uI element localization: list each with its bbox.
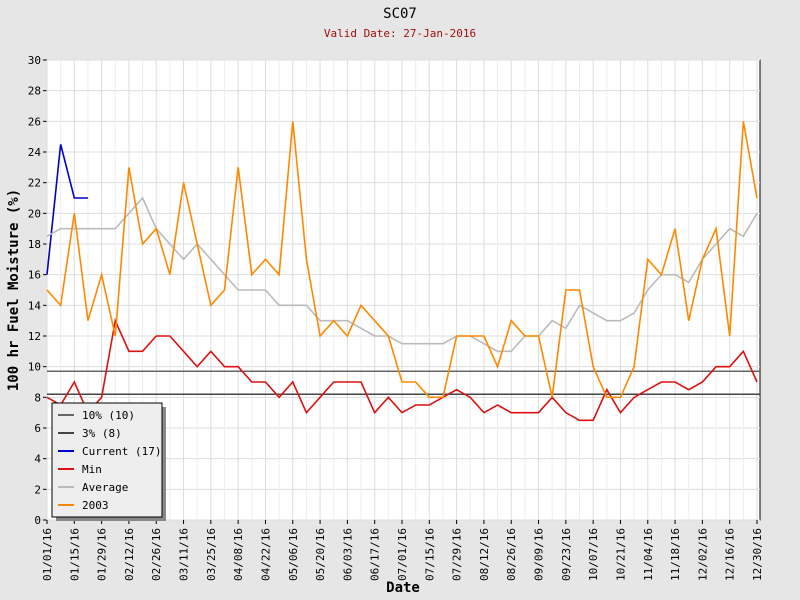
chart-subtitle: Valid Date: 27-Jan-2016: [324, 27, 476, 40]
y-tick-label: 24: [28, 146, 42, 159]
y-tick-label: 10: [28, 361, 41, 374]
series-line: [46, 317, 758, 422]
legend-label: Min: [82, 463, 102, 476]
legend-label: 3% (8): [82, 427, 122, 440]
x-tick-label: 10/07/16: [587, 528, 600, 581]
y-tick-label: 2: [34, 483, 41, 496]
x-tick-label: 01/29/16: [96, 528, 109, 581]
series-line: [46, 196, 758, 353]
legend-label: 2003: [82, 499, 109, 512]
x-tick-label: 10/21/16: [614, 528, 627, 581]
x-tick-label: 04/08/16: [232, 528, 245, 581]
y-tick-label: 26: [28, 115, 41, 128]
x-tick-label: 09/23/16: [560, 528, 573, 581]
x-tick-label: 05/06/16: [287, 528, 300, 581]
x-tick-label: 07/29/16: [451, 528, 464, 581]
x-tick-label: 01/01/16: [41, 528, 54, 581]
y-tick-label: 18: [28, 238, 41, 251]
x-tick-label: 12/16/16: [724, 528, 737, 581]
y-tick-label: 8: [34, 391, 41, 404]
x-axis-label: Date: [386, 580, 420, 596]
x-tick-label: 07/15/16: [423, 528, 436, 581]
y-tick-label: 20: [28, 207, 41, 220]
y-tick-label: 16: [28, 269, 41, 282]
x-tick-label: 08/12/16: [478, 528, 491, 581]
x-tick-label: 08/26/16: [505, 528, 518, 581]
x-tick-label: 05/20/16: [314, 528, 327, 581]
x-tick-label: 04/22/16: [259, 528, 272, 581]
x-tick-label: 07/01/16: [396, 528, 409, 581]
x-tick-label: 02/12/16: [123, 528, 136, 581]
y-axis-label: 100 hr Fuel Moisture (%): [6, 189, 22, 391]
x-tick-label: 12/02/16: [696, 528, 709, 581]
legend-label: 10% (10): [82, 409, 135, 422]
x-tick-label: 01/15/16: [68, 528, 81, 581]
x-tick-label: 06/17/16: [369, 528, 382, 581]
x-tick-label: 11/18/16: [669, 528, 682, 581]
legend: [51, 402, 163, 518]
y-tick-label: 0: [34, 514, 41, 527]
y-tick-label: 14: [28, 299, 42, 312]
y-tick-label: 28: [28, 85, 41, 98]
x-tick-label: 06/03/16: [341, 528, 354, 581]
chart-title: SC07: [383, 6, 417, 22]
series-line: [46, 121, 758, 399]
x-tick-label: 12/30/16: [751, 528, 764, 581]
x-tick-label: 11/04/16: [642, 528, 655, 581]
y-tick-label: 22: [28, 177, 41, 190]
x-tick-label: 02/26/16: [150, 528, 163, 581]
y-tick-label: 12: [28, 330, 41, 343]
y-tick-label: 30: [28, 54, 41, 67]
y-tick-label: 4: [34, 453, 41, 466]
legend-label: Average: [82, 481, 128, 494]
x-tick-label: 09/09/16: [533, 528, 546, 581]
legend-label: Current (17): [82, 445, 161, 458]
series-line: [46, 144, 88, 275]
x-tick-label: 03/11/16: [178, 528, 191, 581]
y-tick-label: 6: [34, 422, 41, 435]
x-tick-label: 03/25/16: [205, 528, 218, 581]
